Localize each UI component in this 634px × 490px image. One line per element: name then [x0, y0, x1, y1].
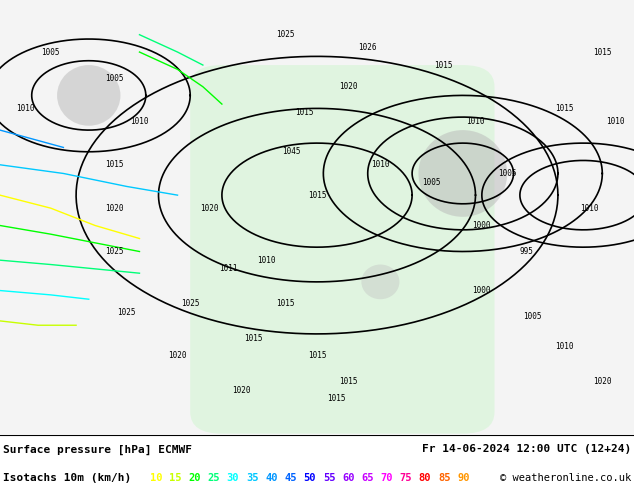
Text: 45: 45	[285, 472, 297, 483]
Text: Surface pressure [hPa] ECMWF: Surface pressure [hPa] ECMWF	[3, 444, 192, 455]
Text: 1010: 1010	[580, 204, 599, 213]
Text: 65: 65	[361, 472, 373, 483]
Text: 60: 60	[342, 472, 354, 483]
Text: 1010: 1010	[555, 343, 574, 351]
Text: 1015: 1015	[307, 351, 327, 360]
Text: Fr 14-06-2024 12:00 UTC (12+24): Fr 14-06-2024 12:00 UTC (12+24)	[422, 444, 631, 454]
Text: 1005: 1005	[41, 48, 60, 56]
Text: 1005: 1005	[422, 178, 441, 187]
Text: 1005: 1005	[498, 169, 517, 178]
Text: 1025: 1025	[181, 299, 200, 308]
Text: 1015: 1015	[244, 334, 263, 343]
Text: 1000: 1000	[472, 221, 491, 230]
Text: 1020: 1020	[168, 351, 187, 360]
Text: 1010: 1010	[130, 117, 149, 126]
Ellipse shape	[57, 65, 120, 126]
Text: 1015: 1015	[276, 299, 295, 308]
Text: © weatheronline.co.uk: © weatheronline.co.uk	[500, 472, 631, 483]
Text: 55: 55	[323, 472, 335, 483]
Text: 1015: 1015	[327, 394, 346, 403]
Text: 1020: 1020	[339, 82, 358, 91]
Text: 75: 75	[399, 472, 412, 483]
Text: 1011: 1011	[219, 265, 238, 273]
Text: Isotachs 10m (km/h): Isotachs 10m (km/h)	[3, 472, 131, 483]
Text: 1005: 1005	[105, 74, 124, 82]
Text: 20: 20	[188, 472, 201, 483]
Text: 50: 50	[304, 472, 316, 483]
Text: 1025: 1025	[105, 247, 124, 256]
Text: 1010: 1010	[371, 160, 390, 169]
Text: 1010: 1010	[257, 256, 276, 265]
Text: 15: 15	[169, 472, 182, 483]
Text: 1015: 1015	[434, 61, 453, 70]
Text: 1020: 1020	[593, 377, 612, 386]
Text: 35: 35	[246, 472, 259, 483]
Text: 1020: 1020	[105, 204, 124, 213]
Text: 1025: 1025	[117, 308, 136, 317]
Text: 995: 995	[519, 247, 533, 256]
Text: 85: 85	[438, 472, 451, 483]
Text: 1015: 1015	[339, 377, 358, 386]
Text: 40: 40	[265, 472, 278, 483]
Text: 1015: 1015	[593, 48, 612, 56]
Text: 1005: 1005	[523, 312, 542, 321]
Text: 1025: 1025	[276, 30, 295, 39]
FancyBboxPatch shape	[190, 65, 495, 434]
Text: 30: 30	[227, 472, 239, 483]
Text: 1015: 1015	[307, 191, 327, 199]
Text: 1015: 1015	[105, 160, 124, 169]
Text: 1010: 1010	[16, 104, 35, 113]
Text: 1020: 1020	[200, 204, 219, 213]
Text: 1010: 1010	[605, 117, 624, 126]
Text: 80: 80	[419, 472, 431, 483]
Ellipse shape	[361, 265, 399, 299]
Text: 1000: 1000	[472, 286, 491, 295]
Text: 1026: 1026	[358, 43, 377, 52]
Ellipse shape	[418, 130, 507, 217]
Text: 1015: 1015	[295, 108, 314, 117]
Text: 70: 70	[380, 472, 393, 483]
Text: 25: 25	[207, 472, 220, 483]
Text: 1010: 1010	[466, 117, 485, 126]
Text: 1045: 1045	[282, 147, 301, 156]
Text: 90: 90	[457, 472, 470, 483]
Text: 1015: 1015	[555, 104, 574, 113]
Text: 1020: 1020	[231, 386, 250, 395]
Text: 10: 10	[150, 472, 162, 483]
